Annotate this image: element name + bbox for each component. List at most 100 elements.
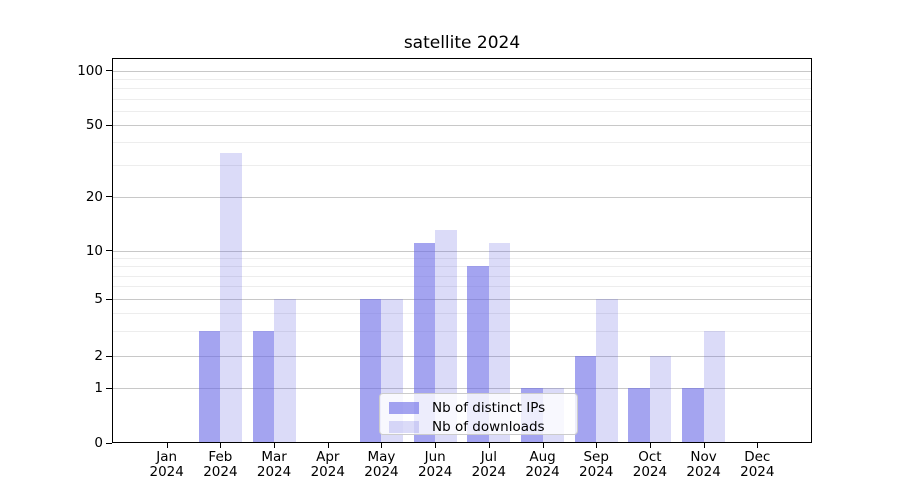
x-tick bbox=[327, 443, 329, 448]
y-tick-label: 20 bbox=[85, 188, 103, 205]
x-tick-month: May bbox=[367, 449, 396, 465]
y-tick bbox=[106, 387, 112, 389]
x-tick bbox=[220, 443, 222, 448]
x-tick-month: Aug bbox=[529, 449, 556, 465]
x-tick-label: May 2024 bbox=[349, 450, 413, 480]
legend-entry-distinct-ips: Nb of distinct IPs bbox=[389, 400, 577, 415]
bar-jun-distinct-ips bbox=[413, 243, 436, 442]
minor-gridline bbox=[113, 88, 811, 90]
minor-gridline bbox=[113, 258, 811, 260]
x-tick-month: Nov bbox=[690, 449, 717, 465]
minor-gridline bbox=[113, 275, 811, 277]
bar-nov-downloads bbox=[703, 330, 726, 442]
x-tick-month: Jan bbox=[156, 449, 178, 465]
x-tick-year: 2024 bbox=[417, 464, 453, 480]
bar-mar-distinct-ips bbox=[252, 330, 275, 442]
y-tick-label: 5 bbox=[94, 291, 103, 307]
bar-feb-distinct-ips bbox=[198, 330, 221, 442]
y-tick bbox=[106, 250, 112, 252]
major-gridline bbox=[113, 388, 811, 390]
y-tick-label: 0 bbox=[94, 435, 103, 451]
x-tick-month: Jun bbox=[424, 449, 446, 465]
major-gridline bbox=[113, 125, 811, 126]
minor-gridline bbox=[113, 110, 811, 112]
minor-gridline bbox=[113, 79, 811, 81]
y-tick-label: 50 bbox=[85, 117, 103, 133]
y-tick-label: 2 bbox=[94, 348, 103, 364]
bar-oct-downloads bbox=[649, 356, 672, 442]
minor-gridline bbox=[113, 330, 811, 332]
y-tick-label: 10 bbox=[85, 242, 103, 259]
legend-swatch-downloads bbox=[389, 420, 419, 433]
x-tick-month: Apr bbox=[316, 449, 340, 465]
minor-gridline bbox=[113, 98, 811, 100]
x-tick-label: Feb 2024 bbox=[188, 450, 252, 480]
minor-gridline bbox=[113, 266, 811, 268]
y-tick bbox=[106, 70, 112, 72]
x-tick-month: Oct bbox=[638, 449, 662, 465]
y-tick-label: 1 bbox=[94, 380, 103, 397]
x-tick-label: Nov 2024 bbox=[672, 450, 736, 480]
minor-gridline bbox=[113, 164, 811, 166]
x-tick-year: 2024 bbox=[632, 464, 668, 480]
minor-gridline bbox=[113, 286, 811, 288]
y-tick bbox=[106, 124, 112, 126]
x-tick-year: 2024 bbox=[525, 464, 560, 480]
legend-swatch-distinct-ips bbox=[389, 401, 419, 414]
legend-entry-downloads: Nb of downloads bbox=[389, 419, 577, 434]
x-tick bbox=[435, 443, 437, 448]
x-tick-label: Jul 2024 bbox=[457, 450, 521, 480]
legend-label-distinct-ips: Nb of distinct IPs bbox=[432, 399, 546, 416]
x-tick-label: Apr 2024 bbox=[296, 450, 360, 480]
major-gridline bbox=[113, 196, 811, 198]
x-tick-year: 2024 bbox=[364, 464, 399, 480]
x-tick-year: 2024 bbox=[740, 464, 775, 480]
x-tick bbox=[649, 443, 651, 448]
major-gridline bbox=[113, 250, 811, 252]
x-tick-month: Feb bbox=[208, 449, 233, 465]
x-tick bbox=[596, 443, 598, 448]
x-tick bbox=[542, 443, 544, 448]
bar-mar-downloads bbox=[274, 299, 296, 442]
x-tick-year: 2024 bbox=[471, 464, 507, 480]
x-tick-year: 2024 bbox=[310, 464, 345, 480]
major-gridline bbox=[113, 70, 811, 72]
x-tick bbox=[166, 443, 168, 448]
x-tick-label: Dec 2024 bbox=[725, 450, 789, 480]
x-tick-month: Dec bbox=[744, 449, 771, 465]
major-gridline bbox=[113, 299, 811, 300]
x-tick-year: 2024 bbox=[256, 464, 292, 480]
y-tick bbox=[106, 196, 112, 198]
bar-sep-distinct-ips bbox=[574, 356, 597, 442]
x-tick-label: Mar 2024 bbox=[242, 450, 306, 480]
plot-area bbox=[112, 58, 812, 443]
x-tick-year: 2024 bbox=[579, 464, 614, 480]
legend: Nb of distinct IPs Nb of downloads bbox=[379, 393, 578, 435]
x-tick bbox=[274, 443, 276, 448]
x-tick-year: 2024 bbox=[203, 464, 238, 480]
y-tick bbox=[106, 355, 112, 357]
x-tick bbox=[381, 443, 383, 448]
x-tick-label: Oct 2024 bbox=[618, 450, 682, 480]
x-tick bbox=[703, 443, 705, 448]
x-tick-month: Sep bbox=[583, 449, 609, 465]
y-tick bbox=[106, 442, 112, 444]
minor-gridline bbox=[113, 312, 811, 314]
x-tick-month: Jul bbox=[480, 449, 497, 465]
x-tick-year: 2024 bbox=[686, 464, 721, 480]
bar-may-distinct-ips bbox=[359, 299, 382, 442]
bar-sep-downloads bbox=[596, 299, 618, 442]
x-tick bbox=[757, 443, 759, 448]
y-tick bbox=[106, 298, 112, 300]
x-tick-label: Sep 2024 bbox=[564, 450, 628, 480]
major-gridline bbox=[113, 356, 811, 357]
x-tick-label: Jun 2024 bbox=[403, 450, 467, 480]
legend-label-downloads: Nb of downloads bbox=[432, 418, 545, 435]
x-tick bbox=[488, 443, 490, 448]
x-tick-label: Aug 2024 bbox=[511, 450, 575, 480]
bar-jul-downloads bbox=[488, 243, 511, 442]
x-tick-year: 2024 bbox=[149, 464, 184, 480]
bar-nov-distinct-ips bbox=[682, 388, 704, 442]
bar-oct-distinct-ips bbox=[628, 388, 650, 442]
